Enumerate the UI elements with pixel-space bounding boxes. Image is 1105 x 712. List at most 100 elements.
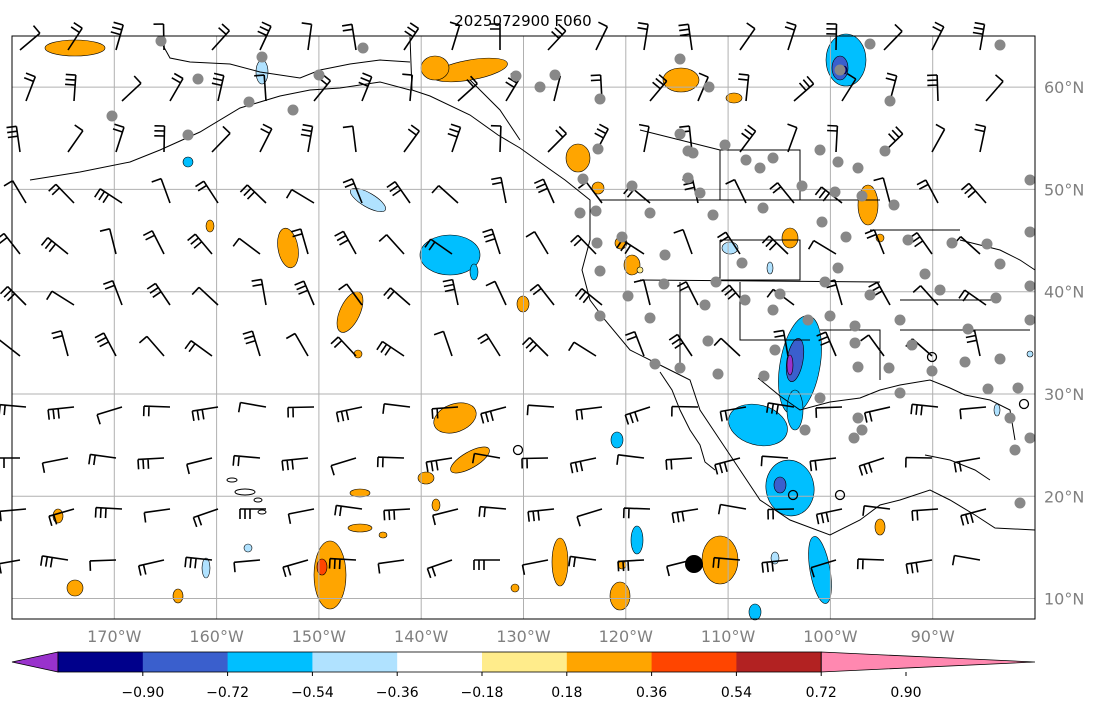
- contour-fill-area: [630, 525, 644, 555]
- wind-barb: [856, 558, 885, 570]
- wind-barb: [282, 559, 309, 578]
- wind-barb: [633, 279, 651, 306]
- wind-barb: [110, 21, 124, 51]
- coastline-segment: [659, 371, 716, 471]
- station-dot: [819, 276, 831, 288]
- station-dot: [894, 314, 906, 326]
- wind-barb: [905, 559, 933, 575]
- open-station-marker: [512, 444, 524, 456]
- contour-fill-area: [349, 488, 371, 498]
- wind-barb: [769, 182, 795, 204]
- longitude-label: 120°W: [599, 627, 654, 646]
- wind-barb: [910, 403, 939, 416]
- colorbar-tick-label: 0.36: [636, 685, 667, 701]
- coastline-segment: [820, 229, 1030, 380]
- station-dot: [626, 180, 638, 192]
- wind-barb: [862, 505, 891, 516]
- contour-fill-area: [662, 67, 700, 93]
- station-dot: [736, 257, 748, 269]
- station-dot: [702, 335, 714, 347]
- contour-fill-area: [431, 498, 441, 512]
- contour-fill-area: [419, 234, 481, 276]
- station-dot: [982, 383, 994, 395]
- colorbar-cell: [227, 652, 313, 672]
- colorbar-tick-label: −0.18: [461, 685, 504, 701]
- wind-barb: [41, 457, 69, 473]
- wind-barb: [254, 74, 267, 102]
- wind-barb: [784, 21, 797, 51]
- wind-barb: [169, 72, 184, 102]
- station-dot: [824, 310, 836, 322]
- longitude-label: 100°W: [803, 627, 858, 646]
- wind-barb: [154, 125, 166, 153]
- contour-fill-area: [781, 227, 799, 249]
- wind-barb: [624, 406, 651, 425]
- station-dot: [699, 299, 711, 311]
- wind-barb: [88, 453, 117, 466]
- contour-fill-area: [172, 588, 184, 604]
- wind-barb: [46, 290, 75, 306]
- station-dot: [590, 205, 602, 217]
- wind-barb: [376, 340, 405, 357]
- station-dot: [852, 412, 864, 424]
- wind-barb: [328, 557, 357, 570]
- wind-barb: [0, 508, 27, 522]
- wind-barb: [807, 239, 837, 255]
- colorbar: −0.90 −0.72 −0.54 −0.36 −0.18 0.18 0.36 0.54 0.7…: [11, 651, 1036, 701]
- wind-barb: [103, 279, 123, 306]
- island-outline: [226, 477, 238, 483]
- latitude-label: 10°N: [1044, 590, 1084, 609]
- station-dot: [814, 144, 826, 156]
- wind-barb: [290, 228, 309, 255]
- wind-barb: [342, 125, 357, 153]
- wind-barb: [974, 123, 987, 153]
- contour-fill-area: [786, 389, 804, 431]
- wind-barb: [383, 287, 411, 306]
- wind-barb: [676, 281, 699, 306]
- wind-barb: [478, 505, 507, 518]
- longitude-label: 160°W: [189, 627, 244, 646]
- wind-barb: [192, 508, 219, 528]
- wind-barb: [287, 406, 315, 418]
- wind-barb: [67, 124, 84, 153]
- station-dot: [287, 104, 299, 116]
- contour-fill-area: [993, 403, 1001, 417]
- colorbar-tick-label: −0.72: [206, 685, 249, 701]
- station-dot: [510, 70, 522, 82]
- wind-barb: [678, 23, 693, 51]
- station-dot: [574, 207, 586, 219]
- station-dot: [739, 294, 751, 306]
- wind-barb: [809, 457, 837, 472]
- contour-fill-area: [243, 543, 253, 553]
- latitude-label: 20°N: [1044, 487, 1084, 506]
- wind-barb: [424, 238, 453, 255]
- wind-barb: [184, 556, 213, 569]
- wind-barb: [151, 177, 171, 204]
- wind-barb: [960, 508, 987, 526]
- station-dot: [879, 145, 891, 157]
- colorbar-extend-high: [820, 651, 1036, 673]
- wind-barb: [725, 178, 747, 204]
- station-dot: [981, 238, 993, 250]
- station-dot: [994, 39, 1006, 51]
- wind-barb: [112, 123, 125, 153]
- wind-barb: [457, 75, 478, 102]
- station-dot: [774, 288, 786, 300]
- wind-barb: [473, 559, 500, 570]
- station-dot: [687, 147, 699, 159]
- wind-barb: [860, 334, 885, 357]
- wind-barb: [575, 406, 603, 421]
- wind-barb: [521, 457, 549, 469]
- wind-barb: [574, 287, 603, 306]
- wind-barb: [330, 457, 357, 476]
- island-outline: [234, 488, 256, 496]
- contour-fill-area: [378, 531, 388, 539]
- wind-barb: [739, 124, 757, 153]
- wind-barb: [665, 457, 693, 470]
- longitude-label: 140°W: [394, 627, 449, 646]
- wind-barb: [953, 457, 981, 473]
- longitude-label: 170°W: [87, 627, 142, 646]
- wind-barb: [65, 73, 77, 102]
- colorbar-tick-label: 0.54: [721, 685, 752, 701]
- station-dot: [155, 35, 167, 47]
